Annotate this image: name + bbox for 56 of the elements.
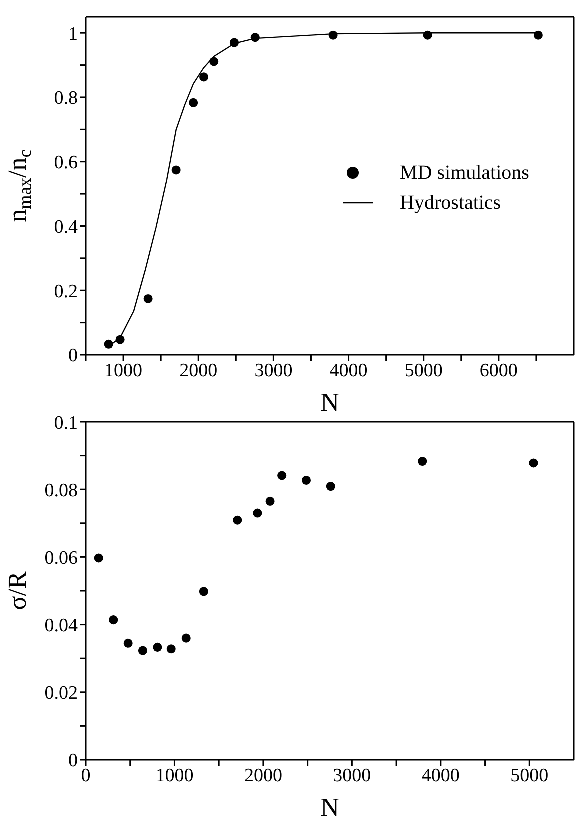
point <box>200 72 209 82</box>
y-tick-label: 0 <box>68 750 78 772</box>
point <box>172 166 181 175</box>
point <box>326 482 336 492</box>
y-tick-label: 0.2 <box>54 281 78 302</box>
point <box>529 458 538 468</box>
y-tick-label: 0.8 <box>54 88 78 110</box>
y-tick-label: 0.02 <box>44 683 78 704</box>
x-tick-label: 3000 <box>254 360 293 382</box>
x-tick-label: 1000 <box>104 360 143 382</box>
point <box>418 457 428 466</box>
point <box>182 634 191 643</box>
y-tick-label: 0.04 <box>44 616 78 637</box>
x-axis-title: N <box>320 388 340 417</box>
x-tick-label: 6000 <box>480 360 518 382</box>
y-tick-label: 0.4 <box>54 216 78 238</box>
point <box>302 476 311 485</box>
point <box>210 57 219 66</box>
y-axis-title: σ/R <box>3 571 32 610</box>
point <box>109 616 118 625</box>
x-tick-label: 2000 <box>244 765 282 786</box>
point <box>124 638 133 648</box>
point <box>116 335 125 344</box>
legend-label: MD simulations <box>400 162 530 184</box>
x-tick-label: 5000 <box>404 360 443 382</box>
y-tick-label: 0.6 <box>54 152 78 174</box>
point <box>144 294 153 304</box>
y-tick-label: 0.08 <box>44 480 78 502</box>
x-tick-label: 3000 <box>333 765 372 786</box>
point <box>94 554 104 563</box>
point <box>328 30 338 40</box>
point <box>253 508 262 518</box>
x-axis-title: N <box>320 793 340 822</box>
x-tick-label: 5000 <box>510 765 549 786</box>
point <box>166 644 176 654</box>
y-tick-label: 0.1 <box>54 412 78 434</box>
point <box>189 98 198 108</box>
x-tick-label: 1000 <box>156 765 194 786</box>
point <box>233 516 242 525</box>
point <box>266 496 275 506</box>
legend-label: Hydrostatics <box>400 192 502 214</box>
point <box>199 587 208 596</box>
point <box>153 642 162 652</box>
y-tick-label: 0 <box>68 346 78 367</box>
point <box>278 471 287 480</box>
point <box>423 30 432 40</box>
x-tick-label: 2000 <box>180 360 218 382</box>
point <box>104 340 114 349</box>
point <box>138 646 148 656</box>
y-tick-label: 0.06 <box>44 548 78 569</box>
point <box>534 30 543 40</box>
x-tick-label: 4000 <box>422 765 460 786</box>
x-tick-label: 4000 <box>330 360 368 382</box>
y-tick-label: 1 <box>68 24 78 45</box>
point <box>250 33 260 42</box>
point <box>230 38 240 48</box>
